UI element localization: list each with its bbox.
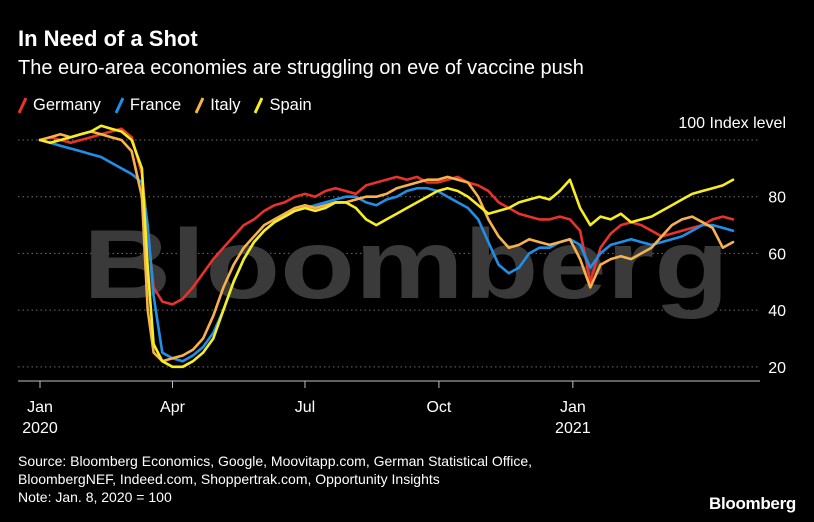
axis-layer: 20 40 60 80 100 Index level Jan 2020 Apr Jul Oct J… [18,115,786,437]
legend-item-france: France [114,95,182,115]
note-line: Note: Jan. 8, 2020 = 100 [18,489,172,505]
bloomberg-logo: Bloomberg [708,494,796,513]
legend-swatch-france-icon [114,96,124,114]
chart-subtitle: The euro-area economies are struggling o… [18,57,584,79]
series-line-spain [38,124,735,369]
legend-label-spain: Spain [269,95,312,114]
legend-label-germany: Germany [33,95,101,114]
legend-swatch-italy-line [195,96,205,114]
legend-item-italy: Italy [195,96,240,115]
bloomberg-watermark: Bloomberg [83,209,729,319]
series-layer [38,124,735,369]
series-line-france [38,138,735,363]
y-tick-label-60: 60 [768,246,786,263]
source-line-1: Source: Bloomberg Economics, Google, Moo… [18,453,533,469]
x-tick-label-1: Apr [160,399,186,416]
legend-item-germany: Germany [18,96,101,115]
legend-swatch-germany-line [18,96,27,114]
legend-label-italy: Italy [210,95,241,114]
legend-swatch-spain-icon [254,96,264,114]
legend-item-spain: Spain [254,95,312,115]
y-tick-label-40: 40 [768,303,786,320]
x-tick-label-2: Jul [295,399,315,416]
source-notes: Source: Bloomberg Economics, Google, Moo… [18,452,532,506]
x-tick-label-3: Oct [426,399,451,416]
series-line-italy [38,130,735,363]
legend-swatch-france-line [114,96,124,114]
source-line-2: BloombergNEF, Indeed.com, Shoppertrak.co… [18,471,440,487]
x-tick-sublabel-4: 2021 [555,420,591,437]
legend-swatch-spain-line [254,96,264,114]
legend: Germany France Italy Spain [18,94,326,116]
legend-swatch-germany-icon [18,96,27,114]
legend-swatch-italy-icon [195,96,205,114]
x-tick-label-4: Jan [560,399,586,416]
line-chart: Bloomberg 20 40 60 80 100 Index level Jan 2020… [18,115,786,437]
x-tick-sublabel-0: 2020 [22,420,58,437]
chart-title: In Need of a Shot [18,26,198,51]
legend-label-france: France [129,95,182,114]
y-tick-label-20: 20 [768,360,786,377]
y-tick-label-80: 80 [768,190,786,207]
x-tick-label-0: Jan [27,399,53,416]
y-axis-top-label: 100 Index level [678,115,786,132]
